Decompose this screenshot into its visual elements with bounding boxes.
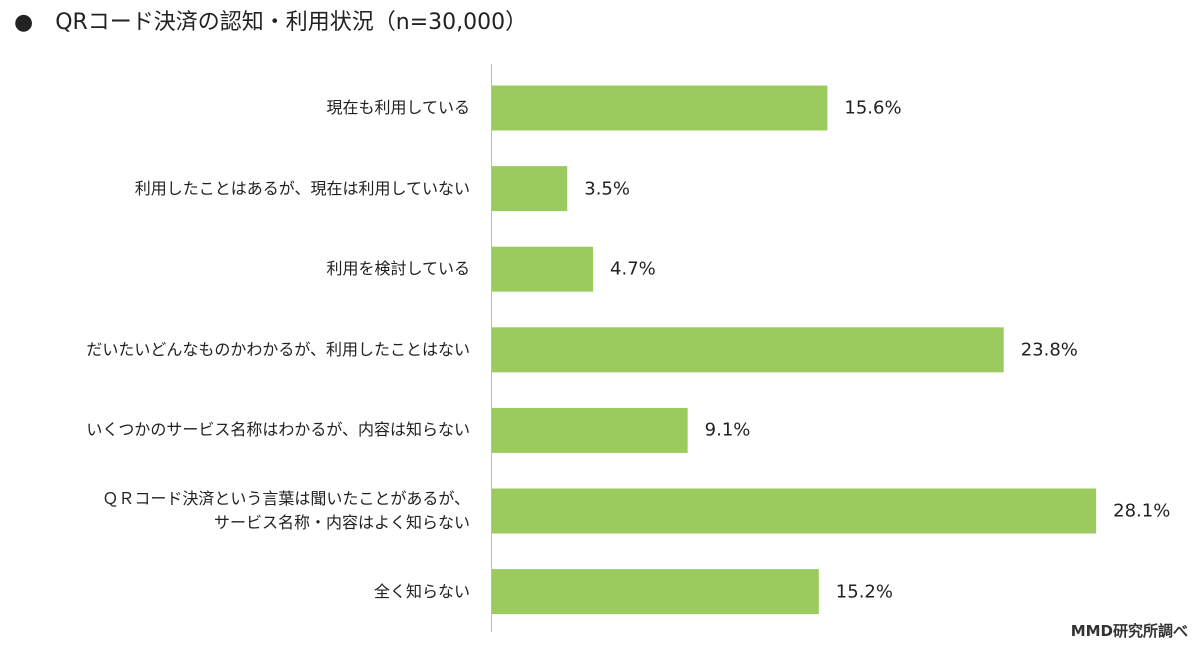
category-label: 利用を検討している <box>326 259 470 279</box>
category-label: 全く知らない <box>373 581 470 601</box>
source: MMD研究所調べ <box>1070 622 1188 640</box>
bar <box>492 85 828 131</box>
bar <box>492 166 568 212</box>
value-label: 4.7% <box>610 258 656 280</box>
category-label: 現在も利用している <box>326 98 470 117</box>
value-label: 28.1% <box>1113 500 1171 522</box>
category-label: いくつかのサービス名称はわかるが、内容は知らない <box>86 420 470 440</box>
bar <box>492 407 688 453</box>
value-label: 23.8% <box>1020 339 1078 361</box>
bar <box>492 246 594 292</box>
category-label: だいたいどんなものかわかるが、利用したことはない <box>86 339 470 359</box>
bar <box>492 569 819 615</box>
category-label: 利用したことはあるが、現在は利用していない <box>134 178 470 198</box>
value-label: 9.1% <box>704 419 751 441</box>
bar <box>492 327 1004 373</box>
value-label: 15.2% <box>835 581 893 603</box>
value-label: 15.6% <box>844 97 902 119</box>
chart-title: ● QRコード決済の認知・利用状況（n=30,000） <box>14 10 528 35</box>
value-label: 3.5% <box>584 178 630 200</box>
category-label: ＱＲコード決済という言葉は聞いたことがあるが、 サービス名称・内容はよく知らない <box>102 489 470 532</box>
bar <box>492 488 1097 534</box>
